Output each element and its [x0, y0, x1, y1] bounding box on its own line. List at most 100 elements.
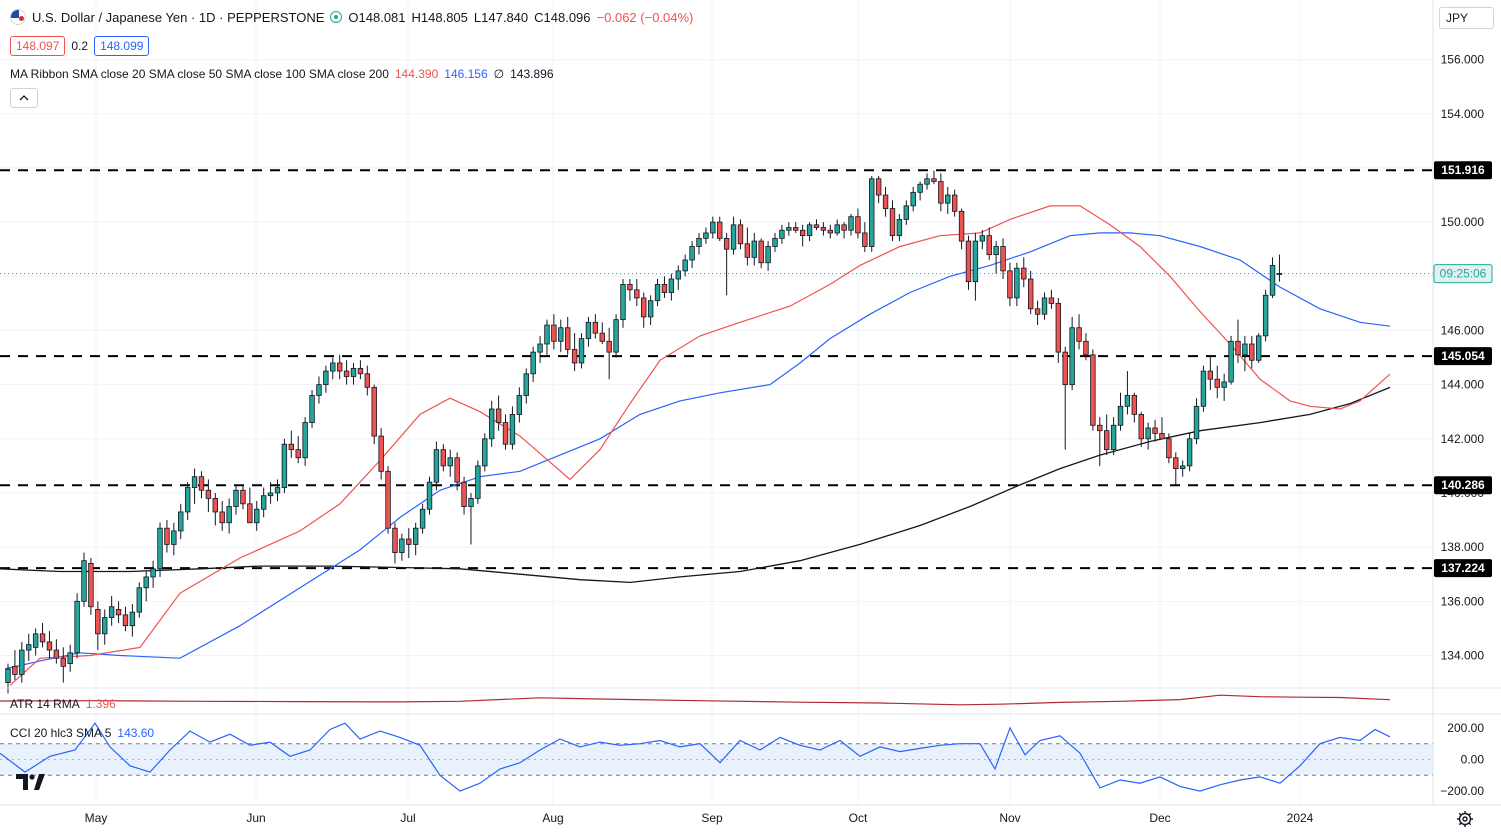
ohlc-high: H148.805	[411, 9, 468, 25]
ohlc-low: L147.840	[473, 9, 529, 25]
candle-body	[1000, 246, 1006, 272]
atr-legend[interactable]: ATR 14 RMA 1.396	[10, 697, 116, 711]
candle	[67, 644, 73, 672]
buy-price-button[interactable]: 148.099	[94, 36, 150, 56]
gear-icon[interactable]	[1456, 810, 1474, 828]
atr-line	[0, 694, 1391, 706]
ma-ribbon-legend[interactable]: MA Ribbon SMA close 20 SMA close 50 SMA …	[10, 67, 554, 81]
candle-body	[917, 183, 923, 193]
candle	[143, 571, 149, 602]
candle-body	[945, 194, 951, 204]
cci-name: CCI 20 hlc3 SMA 5	[10, 726, 112, 740]
candle-body	[171, 530, 177, 545]
candle-body	[288, 443, 295, 451]
ohlc-close: C148.096	[534, 9, 591, 25]
x-tick-label: Nov	[999, 811, 1020, 825]
candle-body	[758, 240, 764, 264]
sell-price-button[interactable]: 148.097	[10, 36, 66, 56]
candle-body	[993, 246, 999, 256]
symbol-header: U.S. Dollar / Japanese Yen · 1D · PEPPER…	[10, 9, 693, 25]
countdown-box	[1433, 264, 1493, 284]
candle-body	[606, 340, 612, 353]
candle	[986, 227, 992, 261]
candle	[620, 278, 626, 328]
level-label-box	[1434, 347, 1492, 366]
y-tick-label: 150.000	[1441, 215, 1485, 229]
cci-line	[0, 722, 1391, 792]
candle	[1186, 433, 1193, 472]
candle	[1007, 262, 1013, 307]
candle	[350, 362, 357, 385]
candle-body	[1193, 405, 1200, 440]
candle-body	[1014, 267, 1020, 299]
candle	[1090, 349, 1096, 431]
candle-body	[875, 178, 882, 196]
candle-body	[26, 644, 32, 651]
candle	[81, 552, 87, 607]
candle-body	[454, 457, 460, 483]
candle-body	[1090, 354, 1096, 426]
candle-body	[129, 611, 136, 627]
candle-body	[260, 495, 267, 510]
candle	[710, 216, 716, 239]
candle	[1034, 300, 1041, 326]
candle	[889, 200, 896, 242]
candle-body	[516, 395, 523, 415]
currency-select[interactable]: JPY	[1439, 7, 1494, 29]
candle	[882, 186, 889, 217]
candle-body	[302, 422, 308, 459]
candle	[1041, 292, 1048, 320]
candle-body	[703, 232, 709, 239]
symbol-title[interactable]: U.S. Dollar / Japanese Yen · 1D · PEPPER…	[32, 9, 325, 25]
x-tick-label: Oct	[849, 811, 868, 825]
candle	[730, 216, 737, 255]
candle-body	[799, 229, 806, 237]
cci-tick-label: 0.00	[1461, 753, 1485, 767]
candle-body	[447, 457, 453, 467]
tradingview-logo-icon[interactable]	[14, 770, 46, 794]
candle	[972, 232, 979, 301]
candle	[32, 628, 39, 656]
candle	[703, 227, 709, 244]
candle	[820, 222, 827, 236]
candle	[288, 430, 295, 458]
candle	[606, 327, 612, 380]
ma-ribbon-name: MA Ribbon SMA close 20 SMA close 50 SMA …	[10, 67, 389, 81]
cci-value: 143.60	[117, 726, 155, 740]
y-tick-label: 136.000	[1441, 594, 1485, 608]
candle-body	[723, 237, 730, 250]
candle-body	[1221, 381, 1227, 388]
ma-ribbon	[0, 205, 1391, 686]
candle-body	[827, 229, 833, 234]
candle-body	[95, 609, 101, 635]
candle-body	[53, 649, 60, 659]
candle-body	[972, 240, 979, 283]
candle	[931, 170, 937, 185]
candle	[1166, 433, 1172, 464]
collapse-legend-button[interactable]	[10, 88, 38, 108]
candle-body	[1007, 270, 1013, 299]
candle	[46, 631, 53, 659]
candle	[1138, 411, 1144, 447]
candle	[12, 650, 18, 680]
cci-legend[interactable]: CCI 20 hlc3 SMA 5 143.60	[10, 726, 154, 740]
candle	[178, 503, 184, 540]
level-label: 151.916	[1441, 163, 1485, 177]
candle	[1152, 419, 1158, 442]
level-label: 145.054	[1441, 349, 1485, 363]
candle-body	[412, 527, 419, 545]
candle-body	[592, 321, 599, 334]
candle	[682, 254, 688, 277]
candle	[1069, 316, 1075, 391]
candle	[1103, 414, 1110, 456]
x-tick-label: Sep	[701, 811, 723, 825]
candle	[544, 319, 550, 355]
candle-body	[841, 224, 847, 231]
market-status-icon[interactable]	[330, 11, 343, 23]
candle	[108, 595, 115, 626]
candle	[302, 417, 308, 466]
candle	[558, 319, 564, 353]
candle	[357, 360, 364, 380]
